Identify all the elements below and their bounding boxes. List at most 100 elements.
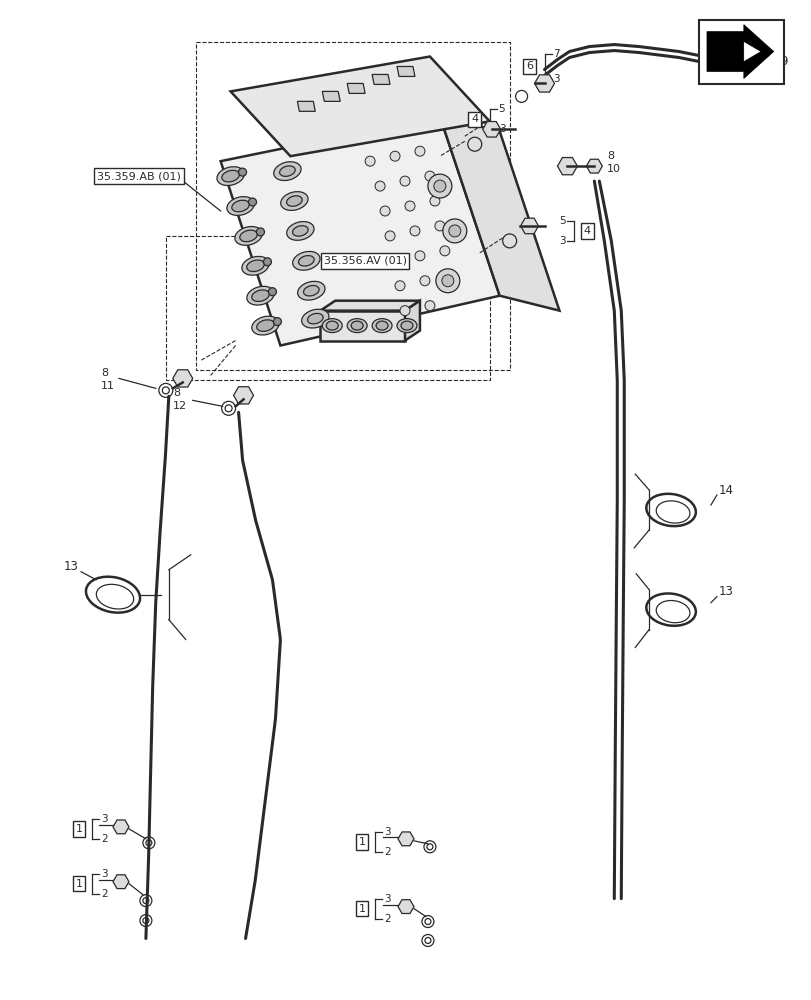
Polygon shape — [557, 158, 577, 175]
Text: 3: 3 — [101, 869, 108, 879]
Text: 8: 8 — [173, 388, 180, 398]
Circle shape — [263, 258, 271, 266]
Polygon shape — [230, 57, 489, 156]
Polygon shape — [221, 116, 499, 346]
Circle shape — [394, 281, 405, 291]
Text: 9: 9 — [779, 55, 787, 68]
Ellipse shape — [281, 192, 307, 210]
Polygon shape — [371, 74, 389, 84]
Circle shape — [424, 171, 435, 181]
Polygon shape — [743, 42, 760, 62]
Polygon shape — [397, 66, 414, 76]
Polygon shape — [320, 301, 419, 311]
Ellipse shape — [221, 170, 239, 182]
Circle shape — [256, 228, 264, 236]
Circle shape — [389, 151, 400, 161]
Text: 1: 1 — [75, 824, 83, 834]
Polygon shape — [397, 900, 414, 914]
Polygon shape — [234, 387, 253, 404]
Text: 5: 5 — [498, 104, 504, 114]
Text: 8: 8 — [101, 368, 108, 378]
Polygon shape — [320, 311, 405, 341]
Circle shape — [414, 146, 424, 156]
Polygon shape — [586, 159, 602, 173]
Ellipse shape — [298, 256, 314, 266]
Text: 11: 11 — [101, 381, 115, 391]
Ellipse shape — [347, 319, 367, 333]
Text: 4: 4 — [470, 114, 478, 124]
Ellipse shape — [322, 319, 341, 333]
Text: 3: 3 — [498, 124, 504, 134]
Ellipse shape — [273, 162, 301, 181]
Text: 8: 8 — [607, 151, 614, 161]
Ellipse shape — [256, 320, 274, 331]
Ellipse shape — [247, 286, 274, 305]
Ellipse shape — [307, 313, 323, 324]
Ellipse shape — [303, 285, 319, 296]
Polygon shape — [113, 875, 129, 889]
Circle shape — [384, 231, 394, 241]
Text: 6: 6 — [526, 61, 532, 71]
Ellipse shape — [251, 316, 279, 335]
Ellipse shape — [397, 319, 417, 333]
Text: 14: 14 — [718, 484, 733, 497]
Text: 2: 2 — [384, 847, 390, 857]
Ellipse shape — [298, 281, 324, 300]
Text: 2: 2 — [384, 914, 390, 924]
Polygon shape — [405, 301, 419, 341]
Circle shape — [400, 176, 410, 186]
Circle shape — [448, 225, 461, 237]
Polygon shape — [483, 122, 500, 137]
Ellipse shape — [286, 222, 314, 240]
Polygon shape — [297, 101, 315, 111]
Ellipse shape — [226, 197, 254, 215]
Circle shape — [444, 271, 454, 281]
Text: 13: 13 — [63, 560, 78, 573]
Circle shape — [389, 256, 400, 266]
Ellipse shape — [239, 230, 257, 242]
Circle shape — [433, 180, 445, 192]
Text: 12: 12 — [173, 401, 187, 411]
Ellipse shape — [234, 227, 262, 245]
Polygon shape — [113, 820, 129, 834]
Text: 3: 3 — [384, 827, 390, 837]
Ellipse shape — [217, 167, 244, 185]
Ellipse shape — [326, 321, 338, 330]
Circle shape — [435, 221, 444, 231]
Polygon shape — [440, 116, 559, 311]
Circle shape — [380, 206, 389, 216]
Circle shape — [248, 198, 256, 206]
Circle shape — [429, 196, 440, 206]
Circle shape — [273, 318, 281, 326]
Text: 1: 1 — [358, 904, 365, 914]
Ellipse shape — [350, 321, 363, 330]
Ellipse shape — [375, 321, 388, 330]
Polygon shape — [173, 370, 192, 387]
Circle shape — [405, 201, 414, 211]
Ellipse shape — [247, 260, 264, 272]
Text: 5: 5 — [558, 216, 564, 226]
Polygon shape — [520, 218, 538, 234]
Circle shape — [268, 288, 276, 296]
Circle shape — [375, 181, 384, 191]
Circle shape — [424, 301, 435, 311]
Circle shape — [440, 246, 449, 256]
Text: 10: 10 — [607, 164, 620, 174]
Polygon shape — [347, 83, 365, 93]
Text: 1: 1 — [358, 837, 365, 847]
Ellipse shape — [292, 251, 320, 270]
Circle shape — [365, 156, 375, 166]
Circle shape — [419, 276, 429, 286]
Text: 3: 3 — [553, 74, 560, 84]
Ellipse shape — [231, 200, 249, 212]
Polygon shape — [397, 832, 414, 846]
Polygon shape — [706, 25, 773, 78]
Text: 2: 2 — [101, 834, 108, 844]
Circle shape — [410, 226, 419, 236]
Circle shape — [238, 168, 247, 176]
Ellipse shape — [292, 226, 308, 236]
Polygon shape — [698, 20, 783, 84]
Circle shape — [427, 174, 451, 198]
Ellipse shape — [242, 256, 269, 275]
Ellipse shape — [371, 319, 392, 333]
